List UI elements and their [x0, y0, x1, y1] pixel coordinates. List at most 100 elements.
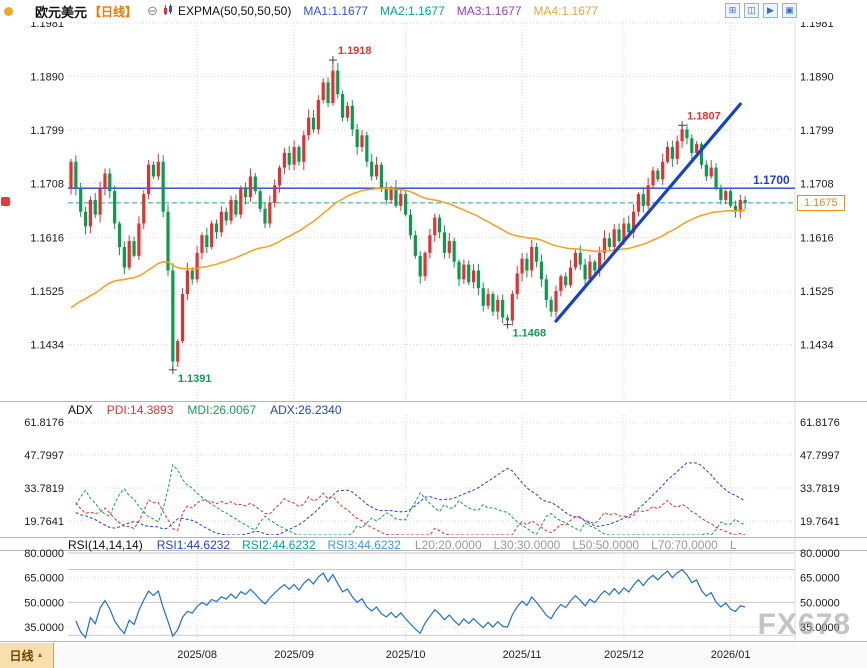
candle-body [287, 152, 291, 165]
candle-body [69, 161, 73, 189]
rsi-value-3: RSI3:44.6232 [327, 538, 401, 552]
candle-body [147, 164, 151, 195]
candle-body [636, 194, 641, 212]
candle-body [248, 176, 253, 198]
candle-body [108, 173, 112, 192]
candle-body [370, 161, 374, 177]
candle-body [690, 138, 694, 153]
candle-body [564, 276, 568, 286]
collapse-indicator-icon[interactable]: ⊖ [147, 3, 158, 18]
candle-body [244, 188, 248, 198]
candle-body [336, 70, 340, 95]
x-axis-label: 2025/09 [274, 649, 314, 661]
candle-body [258, 191, 262, 209]
candle-body [88, 199, 92, 227]
y-axis-tick: 33.7819 [800, 483, 840, 495]
candle-body [122, 246, 126, 268]
single-chart-icon[interactable]: ▣ [782, 3, 797, 18]
candle-body [724, 191, 728, 200]
candle-body [360, 135, 364, 148]
candle-body [501, 299, 505, 318]
alert-marker-icon[interactable] [1, 197, 10, 206]
period-select-button[interactable]: 日线 ▲ [0, 643, 54, 668]
candle-body [137, 223, 141, 256]
candle-body [98, 188, 102, 215]
candle-body [171, 270, 175, 362]
candle-body [379, 164, 383, 189]
adx-pdi-value: PDI:14.3893 [106, 403, 174, 417]
candle-body [476, 270, 480, 289]
candle-body [365, 135, 369, 162]
candle-body [491, 294, 495, 312]
rsi-value-1: RSI1:44.6232 [156, 538, 231, 552]
ma-value-1: MA1:1.1677 [303, 4, 369, 18]
candle-body [665, 147, 670, 162]
candle-body [510, 294, 514, 321]
y-axis-tick: 1.1799 [800, 125, 834, 137]
adx-header: ADX PDI:14.3893 MDI:26.0067 ADX:26.2340 [68, 403, 342, 417]
x-axis-label: 2025/11 [502, 649, 542, 661]
candle-body [394, 188, 398, 206]
candle-body [612, 229, 616, 247]
extreme-price-label: 1.1918 [338, 45, 372, 57]
chevron-up-icon: ▲ [36, 652, 44, 659]
candle-body [234, 199, 238, 215]
y-axis-tick: 47.7997 [800, 450, 840, 462]
candle-body [539, 261, 544, 280]
candle-body [447, 241, 451, 253]
rsi-level-5: L80:80.0000 [729, 538, 736, 552]
candle-body [729, 191, 733, 206]
candle-body [646, 185, 650, 206]
candle-body [190, 270, 194, 280]
scroll-right-icon[interactable]: ▶ [763, 3, 778, 18]
candle-body [530, 246, 534, 271]
x-axis-label: 2025/08 [177, 649, 217, 661]
rsi-level-lines [68, 552, 795, 636]
trend-line[interactable] [554, 102, 742, 323]
y-axis-tick: 1.1525 [800, 286, 834, 298]
candle-body [481, 288, 485, 306]
multi-chart-icon[interactable]: ⊞ [725, 3, 740, 18]
candle-body [151, 164, 156, 177]
candle-body [345, 105, 350, 118]
candle-body [738, 199, 742, 212]
candle-body [180, 294, 185, 342]
y-axis-tick: 35.0000 [800, 622, 840, 634]
y-axis-tick: 65.0000 [24, 573, 64, 585]
candle-body [384, 188, 388, 200]
x-axis-label: 2026/01 [710, 649, 751, 661]
candle-body [413, 235, 417, 256]
candle-body [593, 261, 597, 271]
candle-body [661, 161, 665, 180]
window-layout-icons: ⊞ ◫ ▶ ▣ [725, 3, 797, 18]
candle-body [733, 205, 738, 212]
dual-chart-icon[interactable]: ◫ [744, 3, 759, 18]
support-price-label: 1.1700 [751, 173, 792, 187]
candle-body [743, 199, 747, 203]
mdi-line [75, 463, 746, 535]
candle-body [331, 70, 335, 103]
y-axis-tick: 61.8176 [800, 417, 840, 429]
adx-adx-value: ADX:26.2340 [270, 403, 342, 417]
candle-body [355, 129, 359, 148]
y-axis-tick: 80.0000 [800, 548, 840, 560]
candle-body [583, 264, 587, 280]
candle-body [156, 161, 160, 177]
y-axis-tick: 1.1434 [30, 340, 64, 352]
y-axis-tick: 1.1890 [800, 71, 834, 83]
candle-body [341, 94, 345, 118]
candle-body [685, 129, 689, 139]
candle-body [79, 188, 83, 212]
candle-body [428, 235, 432, 253]
candle-body [442, 232, 447, 253]
candle-body [311, 117, 316, 130]
candle-body [695, 144, 699, 153]
candle-body [302, 135, 306, 162]
y-axis-tick: 80.0000 [24, 548, 64, 560]
candle-body [719, 188, 723, 200]
rsi-level-3: L50:50.0000 [572, 538, 640, 552]
y-axis-tick: 1.1434 [800, 340, 834, 352]
candle-body [113, 191, 117, 224]
